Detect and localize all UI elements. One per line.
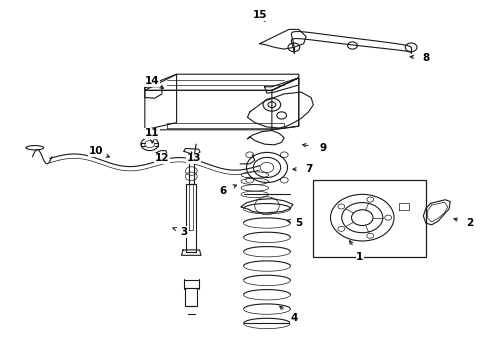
Text: 9: 9 bbox=[319, 143, 327, 153]
Text: 12: 12 bbox=[155, 153, 169, 163]
Text: 7: 7 bbox=[305, 164, 312, 174]
Text: 5: 5 bbox=[295, 218, 302, 228]
Text: 3: 3 bbox=[180, 227, 188, 237]
Text: 1: 1 bbox=[356, 252, 364, 262]
Text: 4: 4 bbox=[290, 313, 297, 323]
Text: 15: 15 bbox=[252, 10, 267, 20]
Text: 10: 10 bbox=[89, 146, 103, 156]
Text: 8: 8 bbox=[422, 53, 429, 63]
Text: 2: 2 bbox=[466, 218, 473, 228]
Text: 6: 6 bbox=[220, 186, 227, 196]
Text: 11: 11 bbox=[145, 129, 159, 138]
Text: 14: 14 bbox=[145, 76, 159, 86]
Text: 13: 13 bbox=[187, 153, 201, 163]
Bar bbox=[314, 180, 426, 257]
